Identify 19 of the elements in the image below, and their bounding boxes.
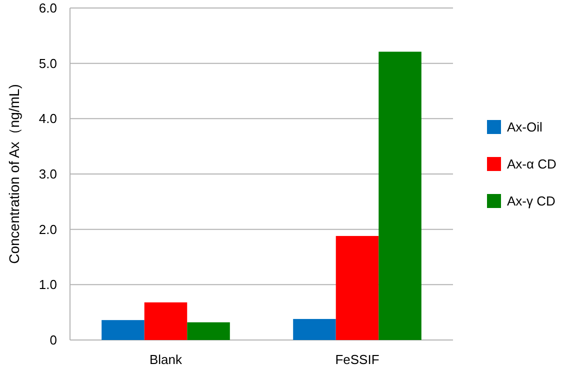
x-tick-label: Blank — [149, 352, 183, 367]
y-tick-label: 1.0 — [38, 277, 57, 292]
y-tick-label: 3.0 — [38, 166, 57, 182]
y-axis-title: Concentration of Ax（ng/mL) — [6, 84, 22, 264]
y-tick-label: 4.0 — [38, 111, 57, 126]
y-tick-label: 5.0 — [38, 56, 57, 71]
y-tick-label: 2.0 — [38, 222, 57, 237]
legend-label: Ax-α CD — [507, 156, 556, 172]
bar — [293, 318, 336, 340]
legend-label: Ax-γ CD — [507, 194, 556, 209]
bar — [102, 320, 144, 340]
y-tick-label: 6.0 — [38, 0, 57, 16]
bar — [187, 322, 230, 340]
bar — [336, 236, 379, 340]
x-tick-label: FeSSIF — [335, 352, 380, 367]
bar — [378, 52, 422, 340]
bar — [144, 302, 188, 340]
legend-label: Ax-Oil — [507, 120, 542, 135]
y-tick-label: 0 — [50, 332, 57, 348]
